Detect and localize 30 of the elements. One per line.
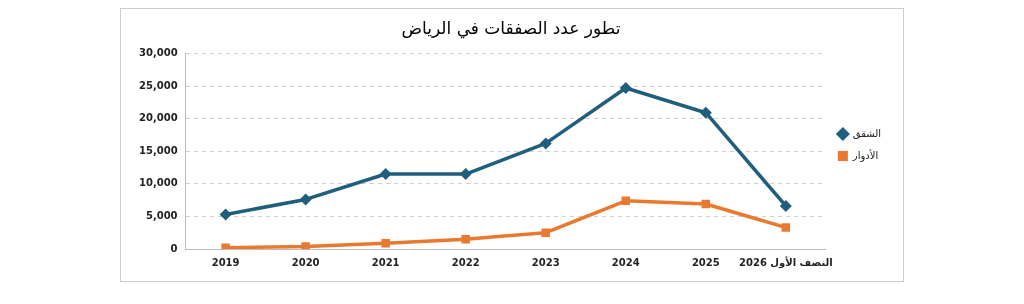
point (539, 137, 552, 150)
x-tick-label: 2024 (611, 256, 640, 268)
x-tick-label: 2025 (691, 256, 720, 268)
point (699, 106, 712, 119)
y-tick-label: 25,000 (139, 79, 178, 91)
point (619, 81, 632, 94)
y-tick-label: 5,000 (145, 209, 178, 221)
x-tick-label: 2021 (371, 256, 400, 268)
chart-title: تطور عدد الصفقات في الرياض (401, 17, 621, 39)
point (219, 208, 232, 221)
point (781, 223, 791, 232)
y-tick-label: 0 (170, 242, 178, 254)
point (381, 238, 390, 248)
y-tick-label: 10,000 (139, 177, 178, 189)
point (379, 168, 392, 181)
x-tick-label: 2020 (291, 256, 320, 268)
point (541, 228, 550, 237)
x-tick-label: 2023 (531, 256, 560, 268)
point (301, 242, 310, 249)
y-tick-label: 15,000 (139, 144, 178, 156)
point (461, 234, 470, 244)
y-tick-label: 20,000 (139, 112, 178, 124)
x-tick-label: 2022 (451, 256, 480, 268)
y-tick-label: 30,000 (139, 46, 178, 58)
point (779, 199, 792, 212)
legend-label: الشقق (852, 127, 882, 139)
x-tick-label: النصف الأول 2026 (739, 255, 833, 269)
x-tick-label: 2019 (211, 256, 240, 268)
point (299, 193, 312, 206)
legend-label: الأدوار (851, 148, 879, 162)
